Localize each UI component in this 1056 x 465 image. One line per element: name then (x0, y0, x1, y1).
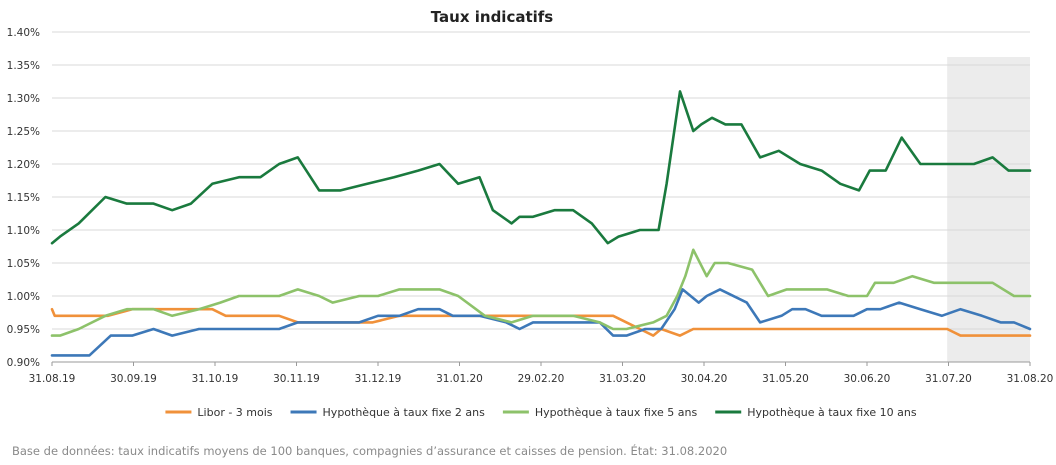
legend-label: Hypothèque à taux fixe 5 ans (535, 406, 698, 419)
x-tick-label: 30.09.19 (110, 373, 157, 385)
series-line-1 (50, 288, 1032, 357)
y-axis: 0.90% 0.95% 1.00% 1.05% 1.10% 1.15% 1.20% 1.25%… (7, 27, 40, 369)
x-tick-label: 31.12.19 (355, 373, 402, 385)
legend-label: Hypothèque à taux fixe 10 ans (747, 406, 917, 419)
y-tick-label: 1.15% (7, 192, 40, 204)
legend-label: Hypothèque à taux fixe 2 ans (323, 406, 486, 419)
y-tick-label: 1.00% (7, 291, 40, 303)
x-tick-label: 31.03.20 (599, 373, 646, 385)
chart-title: Taux indicatifs (431, 8, 554, 26)
y-tick-label: 1.35% (7, 60, 40, 72)
shaded-region (947, 57, 1030, 362)
series-line-2 (50, 248, 1032, 337)
y-tick-label: 1.25% (7, 126, 40, 138)
x-tick-label: 31.05.20 (762, 373, 809, 385)
x-axis: 31.08.19 30.09.19 31.10.19 30.11.19 31.12.19… (29, 362, 1054, 385)
shaded-period (947, 57, 1030, 362)
y-tick-label: 1.30% (7, 93, 40, 105)
y-tick-label: 0.90% (7, 357, 40, 369)
x-tick-label: 31.01.20 (436, 373, 483, 385)
series-lines (50, 90, 1032, 357)
legend-label: Libor - 3 mois (197, 406, 272, 419)
x-tick-label: 30.06.20 (844, 373, 891, 385)
y-tick-label: 1.20% (7, 159, 40, 171)
x-tick-label: 31.07.20 (925, 373, 972, 385)
x-tick-label: 31.10.19 (192, 373, 239, 385)
y-tick-label: 1.40% (7, 27, 40, 39)
series-line-3 (50, 90, 1032, 245)
y-tick-label: 1.05% (7, 258, 40, 270)
x-tick-label: 31.08.20 (1007, 373, 1054, 385)
legend: Libor - 3 mois Hypothèque à taux fixe 2 a… (165, 406, 917, 419)
source-note: Base de données: taux indicatifs moyens … (12, 443, 727, 458)
x-tick-label: 30.11.19 (273, 373, 320, 385)
y-tick-label: 0.95% (7, 324, 40, 336)
x-tick-label: 31.08.19 (29, 373, 76, 385)
y-tick-label: 1.10% (7, 225, 40, 237)
x-tick-label: 29.02.20 (518, 373, 565, 385)
x-tick-label: 30.04.20 (681, 373, 728, 385)
